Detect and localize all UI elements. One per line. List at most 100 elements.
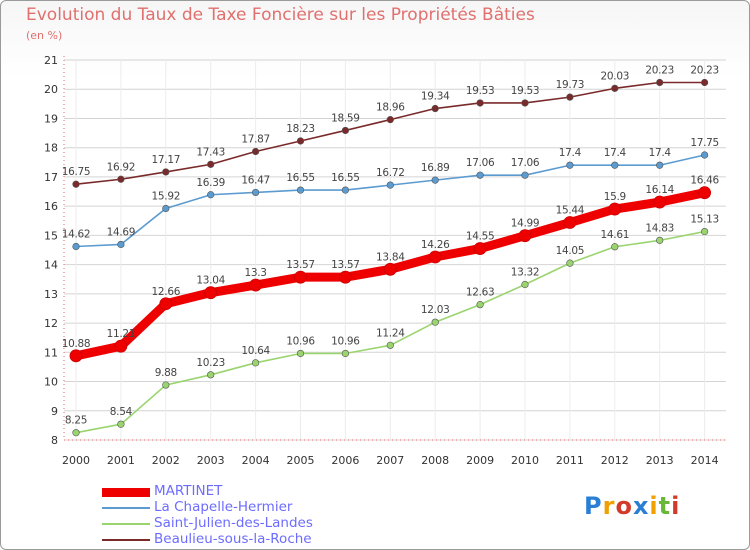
- data-label: 14.05: [556, 245, 585, 257]
- data-label: 10.96: [331, 335, 360, 347]
- data-point: [117, 175, 125, 183]
- logo-letter: i: [671, 492, 681, 520]
- data-point: [521, 171, 529, 179]
- data-point: [611, 243, 619, 251]
- data-label: 20.23: [645, 65, 674, 77]
- y-tick-label: 16: [44, 200, 58, 213]
- data-label: 10.96: [286, 335, 315, 347]
- logo-letter: t: [658, 492, 672, 520]
- data-label: 16.46: [690, 175, 719, 187]
- data-point: [700, 78, 709, 87]
- data-label: 20.03: [601, 70, 630, 82]
- data-label: 9.88: [155, 367, 177, 379]
- logo-letter: i: [649, 492, 659, 520]
- data-label: 16.55: [331, 172, 360, 184]
- data-label: 14.99: [511, 218, 540, 230]
- data-point: [476, 301, 484, 309]
- y-tick-label: 14: [44, 259, 58, 272]
- data-point: [117, 420, 125, 428]
- data-point: [656, 236, 664, 244]
- data-label: 17.4: [649, 147, 672, 159]
- data-point: [72, 180, 80, 188]
- data-point: [114, 339, 128, 353]
- data-label: 13.57: [331, 259, 360, 271]
- data-label: 10.88: [62, 338, 91, 350]
- data-point: [431, 104, 439, 113]
- data-label: 15.9: [604, 191, 626, 203]
- data-label: 20.23: [690, 65, 719, 77]
- x-tick-label: 2006: [331, 454, 359, 467]
- data-label: 13.04: [196, 275, 225, 287]
- data-label: 15.44: [556, 205, 585, 217]
- data-label: 19.34: [421, 91, 450, 103]
- data-point: [521, 280, 529, 289]
- data-label: 13.57: [286, 259, 315, 271]
- data-point: [296, 186, 305, 194]
- data-label: 18.23: [286, 123, 315, 135]
- data-point: [700, 227, 709, 236]
- data-label: 17.17: [152, 154, 181, 166]
- data-point: [656, 161, 664, 169]
- data-label: 14.55: [466, 231, 495, 243]
- y-tick-label: 9: [51, 405, 58, 418]
- x-tick-label: 2000: [62, 454, 90, 467]
- data-label: 17.06: [466, 157, 495, 169]
- data-label: 14.62: [62, 228, 91, 240]
- data-point: [341, 126, 350, 135]
- data-point: [476, 171, 484, 179]
- data-point: [338, 270, 352, 284]
- data-label: 14.83: [645, 222, 674, 234]
- data-point: [162, 204, 170, 213]
- data-point: [431, 176, 439, 184]
- data-label: 11.24: [376, 327, 405, 339]
- data-point: [566, 259, 574, 267]
- data-point: [159, 297, 173, 311]
- y-tick-label: 13: [44, 288, 58, 301]
- data-point: [566, 93, 574, 101]
- data-point: [698, 186, 711, 200]
- data-label: 13.84: [376, 251, 405, 263]
- data-point: [252, 188, 260, 197]
- data-point: [69, 349, 83, 363]
- data-label: 19.73: [556, 79, 585, 91]
- y-tick-label: 12: [44, 317, 58, 330]
- data-label: 17.87: [241, 133, 270, 145]
- data-point: [341, 186, 350, 194]
- x-tick-label: 2007: [376, 454, 404, 467]
- data-label: 17.06: [511, 157, 540, 169]
- data-point: [207, 371, 215, 379]
- y-tick-label: 18: [44, 142, 58, 155]
- data-point: [386, 116, 394, 124]
- data-point: [296, 137, 305, 145]
- legend-label: Saint-Julien-des-Landes: [154, 515, 313, 531]
- data-label: 19.53: [466, 85, 495, 97]
- y-tick-label: 21: [44, 54, 58, 67]
- data-point: [518, 229, 532, 243]
- data-label: 17.4: [604, 147, 627, 159]
- data-point: [296, 349, 305, 358]
- data-point: [252, 359, 260, 367]
- x-tick-label: 2011: [556, 454, 584, 467]
- x-tick-label: 2012: [601, 454, 629, 467]
- logo-letter: x: [632, 492, 650, 520]
- data-point: [608, 202, 622, 216]
- data-label: 12.66: [152, 286, 181, 298]
- data-label: 16.75: [62, 166, 91, 178]
- logo-letter: P: [584, 492, 603, 520]
- y-tick-label: 17: [44, 171, 58, 184]
- data-point: [207, 160, 215, 168]
- legend-swatch: [102, 539, 150, 541]
- y-tick-label: 10: [44, 376, 58, 389]
- data-label: 19.53: [511, 85, 540, 97]
- logo-letter: o: [615, 492, 633, 520]
- data-label: 17.43: [196, 146, 225, 158]
- data-label: 13.3: [245, 267, 267, 279]
- data-point: [700, 151, 709, 159]
- data-point: [294, 270, 307, 284]
- y-tick-label: 11: [44, 346, 58, 359]
- x-tick-label: 2003: [197, 454, 225, 467]
- data-point: [386, 181, 394, 189]
- data-label: 16.47: [241, 174, 270, 186]
- data-point: [383, 262, 397, 276]
